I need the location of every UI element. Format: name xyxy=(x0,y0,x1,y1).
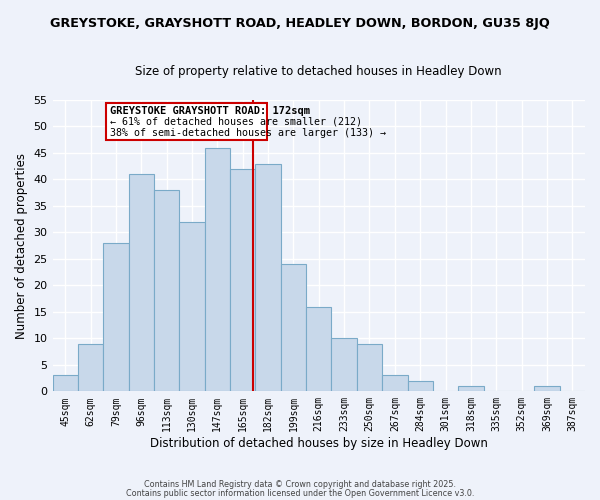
Text: Contains public sector information licensed under the Open Government Licence v3: Contains public sector information licen… xyxy=(126,488,474,498)
Y-axis label: Number of detached properties: Number of detached properties xyxy=(15,152,28,338)
Bar xyxy=(331,338,357,392)
Bar xyxy=(78,344,103,392)
Bar xyxy=(230,169,256,392)
Bar xyxy=(205,148,230,392)
Bar xyxy=(128,174,154,392)
Bar xyxy=(357,344,382,392)
Bar xyxy=(306,306,331,392)
Bar xyxy=(281,264,306,392)
Text: 38% of semi-detached houses are larger (133) →: 38% of semi-detached houses are larger (… xyxy=(110,128,386,138)
Bar xyxy=(53,376,78,392)
Title: Size of property relative to detached houses in Headley Down: Size of property relative to detached ho… xyxy=(136,65,502,78)
Bar xyxy=(154,190,179,392)
Bar xyxy=(458,386,484,392)
Text: GREYSTOKE GRAYSHOTT ROAD: 172sqm: GREYSTOKE GRAYSHOTT ROAD: 172sqm xyxy=(110,106,310,116)
Bar xyxy=(103,243,128,392)
Bar xyxy=(534,386,560,392)
Bar xyxy=(382,376,407,392)
X-axis label: Distribution of detached houses by size in Headley Down: Distribution of detached houses by size … xyxy=(150,437,488,450)
Bar xyxy=(407,380,433,392)
FancyBboxPatch shape xyxy=(106,102,267,140)
Text: GREYSTOKE, GRAYSHOTT ROAD, HEADLEY DOWN, BORDON, GU35 8JQ: GREYSTOKE, GRAYSHOTT ROAD, HEADLEY DOWN,… xyxy=(50,18,550,30)
Bar xyxy=(179,222,205,392)
Text: Contains HM Land Registry data © Crown copyright and database right 2025.: Contains HM Land Registry data © Crown c… xyxy=(144,480,456,489)
Bar xyxy=(256,164,281,392)
Text: ← 61% of detached houses are smaller (212): ← 61% of detached houses are smaller (21… xyxy=(110,117,362,127)
